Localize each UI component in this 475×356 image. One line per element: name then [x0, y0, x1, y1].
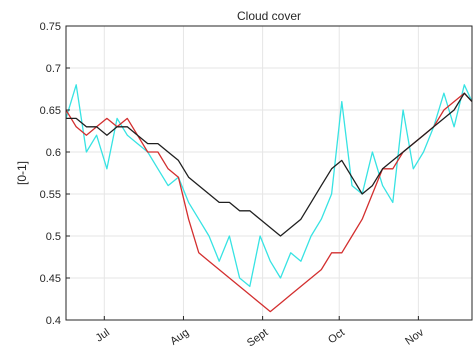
x-tick-label: Oct — [326, 327, 347, 347]
series-line-1 — [66, 84, 472, 288]
y-axis-ticks: 0.4 0.45 0.5 0.55 0.6 0.65 0.7 0.75 — [40, 21, 70, 327]
x-tick-label: Sept — [245, 327, 270, 350]
y-tick-label: 0.65 — [40, 105, 61, 117]
y-tick-label: 0.5 — [46, 231, 61, 243]
grid — [66, 25, 472, 321]
y-tick-label: 0.7 — [46, 63, 61, 75]
y-tick-label: 0.45 — [40, 273, 61, 285]
plot-area — [66, 26, 472, 320]
x-tick-label: Aug — [168, 327, 191, 348]
y-tick-label: 0.55 — [40, 189, 61, 201]
y-axis-label: [0-1] — [15, 161, 29, 185]
x-tick-label: Nov — [403, 326, 426, 347]
y-tick-label: 0.4 — [46, 315, 61, 327]
series-line-3 — [66, 92, 472, 237]
chart-title: Cloud cover — [237, 9, 301, 23]
y-tick-label: 0.6 — [46, 147, 61, 159]
y-tick-label: 0.75 — [40, 21, 61, 33]
x-axis-ticks: Jul Aug Sept Oct Nov — [94, 316, 427, 349]
plot-frame — [65, 25, 473, 321]
x-tick-label: Jul — [94, 327, 112, 345]
series-layer — [66, 84, 472, 313]
